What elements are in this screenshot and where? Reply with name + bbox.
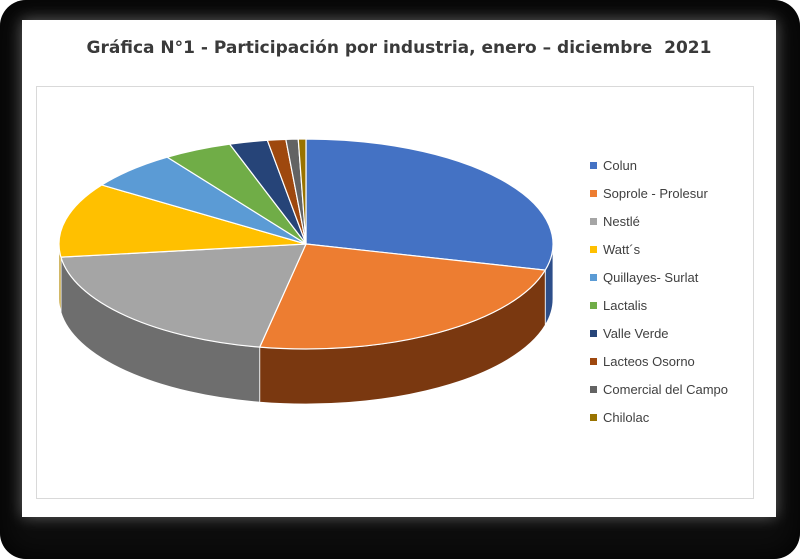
legend-label: Watt´s — [603, 242, 641, 257]
legend-swatch — [590, 190, 597, 197]
plot-area — [36, 86, 754, 499]
legend-label: Nestlé — [603, 214, 640, 229]
legend-item-lacteos-osorno: Lacteos Osorno — [590, 355, 728, 383]
pie-slice-chilolac — [297, 138, 307, 245]
legend-item-soprole-prolesur: Soprole - Prolesur — [590, 187, 728, 215]
legend-swatch — [590, 358, 597, 365]
legend-label: Soprole - Prolesur — [603, 186, 708, 201]
legend-swatch — [590, 246, 597, 253]
legend-swatch — [590, 330, 597, 337]
pie-chart-3d — [58, 138, 554, 405]
legend-label: Colun — [603, 158, 637, 173]
pie-slice-colun — [305, 138, 554, 271]
legend-label: Quillayes- Surlat — [603, 270, 699, 285]
legend-swatch — [590, 302, 597, 309]
legend-item-comercial-del-campo: Comercial del Campo — [590, 383, 728, 411]
legend-swatch — [590, 274, 597, 281]
legend-item-colun: Colun — [590, 159, 728, 187]
legend-swatch — [590, 162, 597, 169]
legend-swatch — [590, 414, 597, 421]
pie-slice-nestle — [60, 243, 307, 348]
legend-item-lactalis: Lactalis — [590, 299, 728, 327]
legend-item-watt-s: Watt´s — [590, 243, 728, 271]
legend-label: Chilolac — [603, 410, 650, 425]
pie-top-faces — [58, 138, 554, 350]
pie-slice-soprole-prolesur — [259, 243, 546, 350]
legend-item-valle-verde: Valle Verde — [590, 327, 728, 355]
chart-legend: Colun Soprole - Prolesur Nestlé Watt´s Quill… — [590, 159, 728, 439]
legend-label: Comercial del Campo — [603, 382, 728, 397]
legend-label: Lacteos Osorno — [603, 354, 695, 369]
legend-label: Lactalis — [603, 298, 648, 313]
pie-slice-watt-s — [58, 184, 307, 258]
legend-swatch — [590, 386, 597, 393]
legend-swatch — [590, 218, 597, 225]
legend-item-nestle: Nestlé — [590, 215, 728, 243]
legend-label: Valle Verde — [603, 326, 669, 341]
chart-card: Gráfica N°1 - Participación por industri… — [22, 20, 776, 517]
legend-item-quillayes-surlat: Quillayes- Surlat — [590, 271, 728, 299]
chart-title: Gráfica N°1 - Participación por industri… — [86, 38, 712, 58]
legend-item-chilolac: Chilolac — [590, 411, 728, 439]
